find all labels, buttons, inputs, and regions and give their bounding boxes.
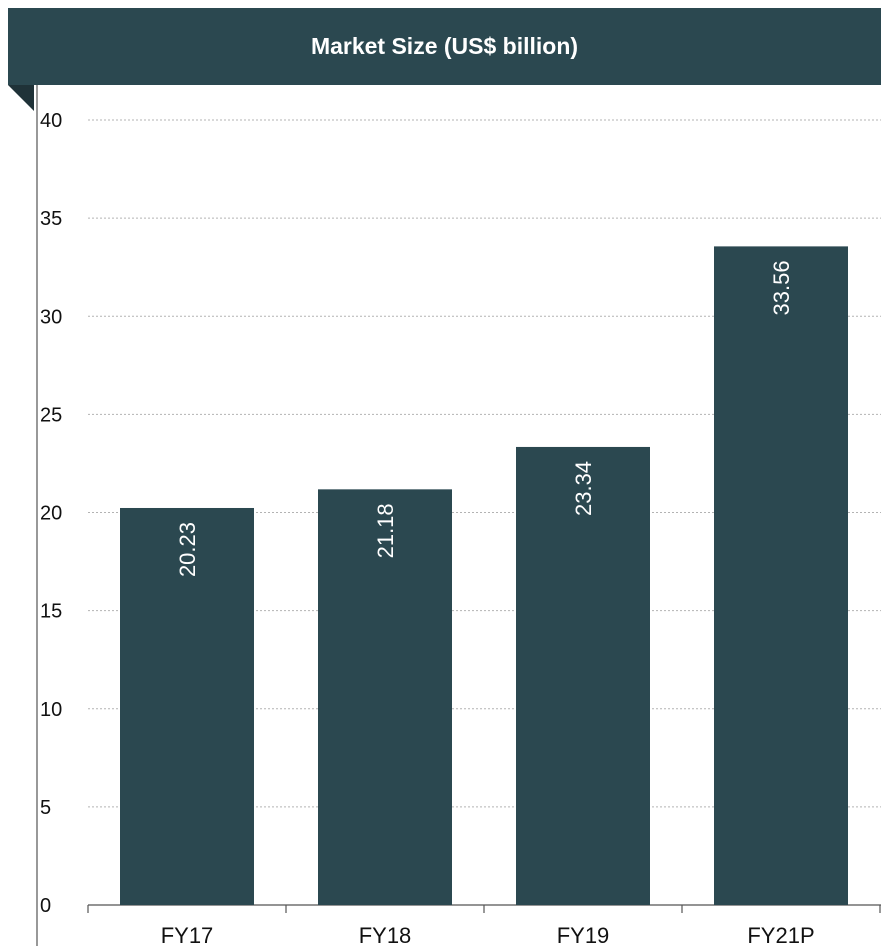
x-tick-label: FY21P — [747, 923, 814, 946]
y-tick-label: 20 — [40, 503, 62, 525]
y-tick-label: 10 — [40, 699, 62, 721]
data-label: 21.18 — [373, 503, 398, 558]
y-tick-label: 35 — [40, 208, 62, 230]
y-tick-label: 15 — [40, 601, 62, 623]
banner-fold-corner — [8, 85, 34, 111]
x-tick-label: FY18 — [359, 923, 412, 946]
data-label: 20.23 — [175, 522, 200, 577]
y-tick-label: 30 — [40, 306, 62, 328]
bars — [120, 246, 848, 905]
bar-fy17 — [120, 507, 254, 905]
labels: 0 5 10 15 20 25 30 35 40 20.23 FY17 21.18 FY18 23.34 F… — [40, 110, 815, 946]
x-tick-label: FY17 — [161, 923, 214, 946]
bar-fy18 — [318, 489, 452, 905]
bar-fy21p — [714, 246, 848, 905]
chart-title: Market Size (US$ billion) — [310, 33, 579, 59]
y-tick-label: 40 — [40, 110, 62, 132]
y-tick-label: 25 — [40, 404, 62, 426]
chart-title-banner: Market Size (US$ billion) — [8, 8, 881, 85]
bar-fy19 — [516, 446, 650, 905]
x-tick-label: FY19 — [557, 923, 610, 946]
data-label: 23.34 — [571, 461, 596, 516]
y-tick-label: 5 — [40, 797, 51, 819]
y-tick-label: 0 — [40, 895, 51, 917]
data-label: 33.56 — [769, 260, 794, 315]
